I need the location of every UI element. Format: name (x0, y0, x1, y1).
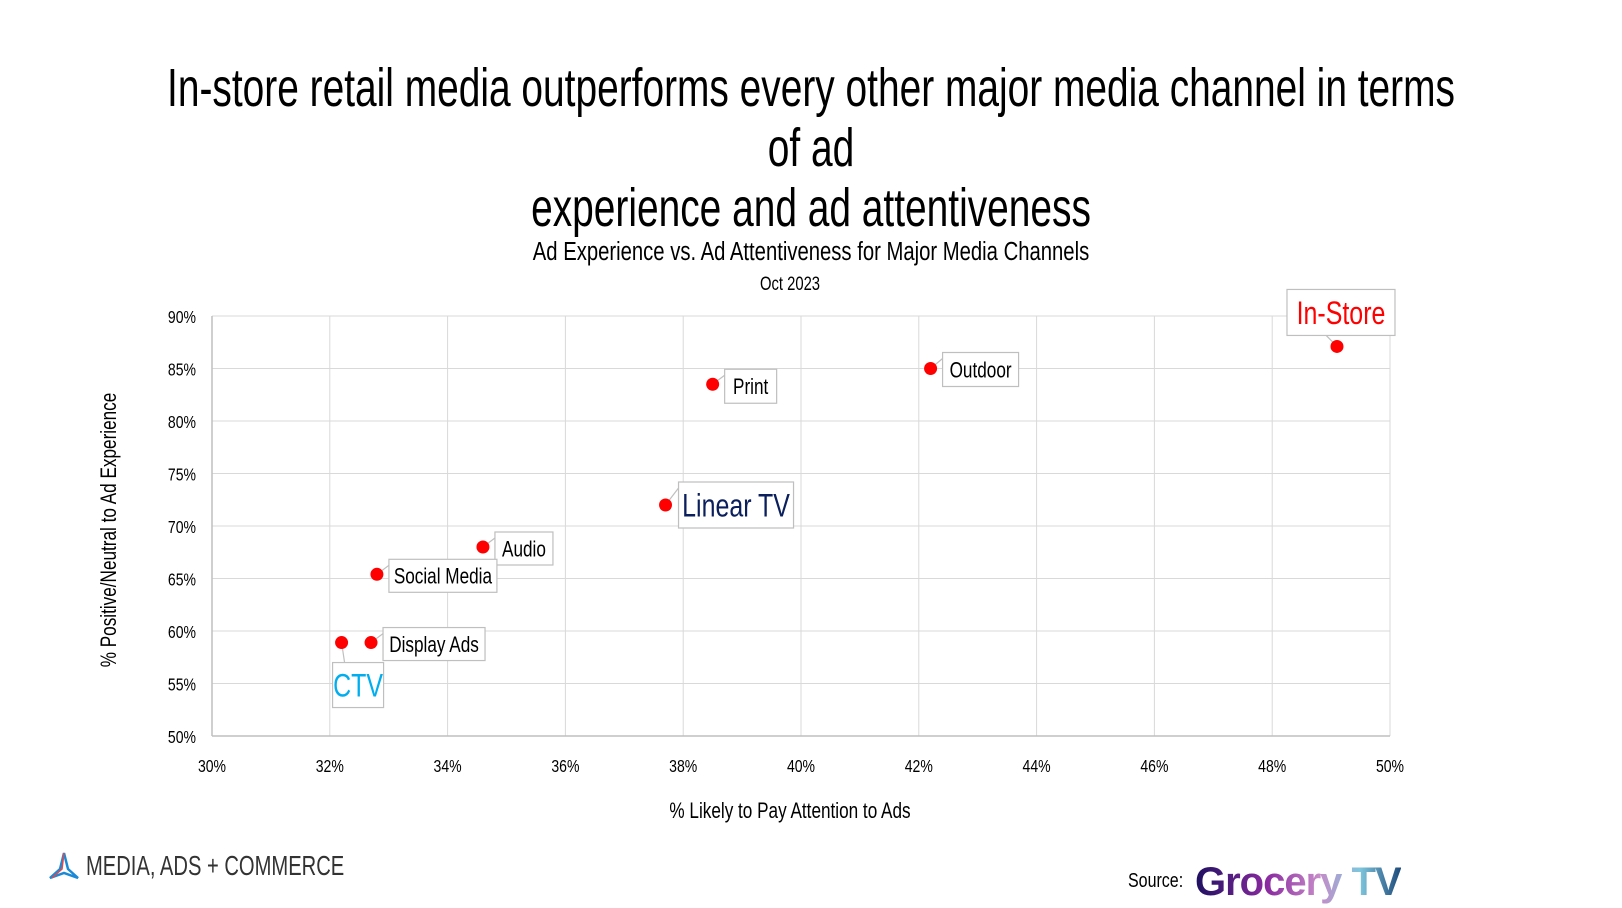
y-tick-label: 55% (168, 675, 196, 695)
data-label-box (388, 558, 498, 593)
data-point-social-media (370, 567, 384, 581)
source-label: Source: (1128, 870, 1184, 892)
y-tick-label: 75% (168, 465, 196, 485)
triangle-logo-icon (49, 852, 79, 880)
y-tick-label: 70% (168, 517, 196, 537)
data-label-box (331, 661, 385, 709)
x-tick-label: 30% (198, 756, 226, 776)
x-tick-label: 42% (905, 756, 933, 776)
data-label-social-media: Social Media (394, 565, 492, 590)
data-label-outdoor: Outdoor (950, 358, 1012, 383)
x-tick-label: 34% (434, 756, 462, 776)
data-label-print: Print (733, 375, 769, 400)
data-point-display-ads (364, 636, 378, 650)
x-tick-label: 50% (1376, 756, 1404, 776)
x-tick-label: 48% (1258, 756, 1286, 776)
page-title: In-store retail media outperforms every … (155, 58, 1467, 238)
data-label-ctv: CTV (333, 669, 384, 705)
brand-left-text: MEDIA, ADS + COMMERCE (86, 850, 345, 881)
data-label-box (941, 351, 1020, 388)
x-tick-label: 40% (787, 756, 815, 776)
y-tick-label: 60% (168, 622, 196, 642)
x-tick-label: 46% (1140, 756, 1168, 776)
y-tick-label: 65% (168, 570, 196, 590)
y-tick-label: 80% (168, 412, 196, 432)
y-tick-label: 90% (168, 307, 196, 327)
data-label-box (494, 531, 554, 566)
y-tick-label: 50% (168, 727, 196, 747)
x-tick-label: 44% (1023, 756, 1051, 776)
grocery-tv-logo: Grocery TV (1195, 860, 1402, 904)
data-label-audio: Audio (502, 537, 546, 562)
data-label-box (382, 626, 486, 662)
data-point-in-store (1330, 339, 1344, 353)
data-label-in-store: In-Store (1297, 296, 1386, 332)
data-label-display-ads: Display Ads (389, 633, 479, 658)
data-label-box (724, 368, 778, 404)
data-point-audio (476, 540, 490, 554)
x-tick-label: 38% (669, 756, 697, 776)
data-point-ctv (335, 636, 349, 650)
data-point-linear-tv (659, 498, 673, 512)
media-ads-commerce-logo: MEDIA, ADS + COMMERCE (48, 850, 445, 882)
page-title-line-1: In-store retail media outperforms every … (167, 58, 1455, 178)
y-tick-label: 85% (168, 360, 196, 380)
chart-title: Ad Experience vs. Ad Attentiveness for M… (533, 237, 1089, 266)
data-label-linear-tv: Linear TV (682, 489, 790, 525)
x-tick-label: 36% (551, 756, 579, 776)
x-axis-title: % Likely to Pay Attention to Ads (669, 799, 910, 824)
x-tick-label: 32% (316, 756, 344, 776)
data-point-outdoor (924, 362, 938, 375)
page-title-line-2: experience and ad attentiveness (531, 178, 1091, 238)
data-label-box (677, 481, 795, 529)
data-label-box (1286, 288, 1396, 337)
data-point-print (706, 377, 720, 391)
chart-subtitle: Oct 2023 (760, 273, 820, 294)
y-axis-title: % Positive/Neutral to Ad Experience (97, 393, 122, 668)
